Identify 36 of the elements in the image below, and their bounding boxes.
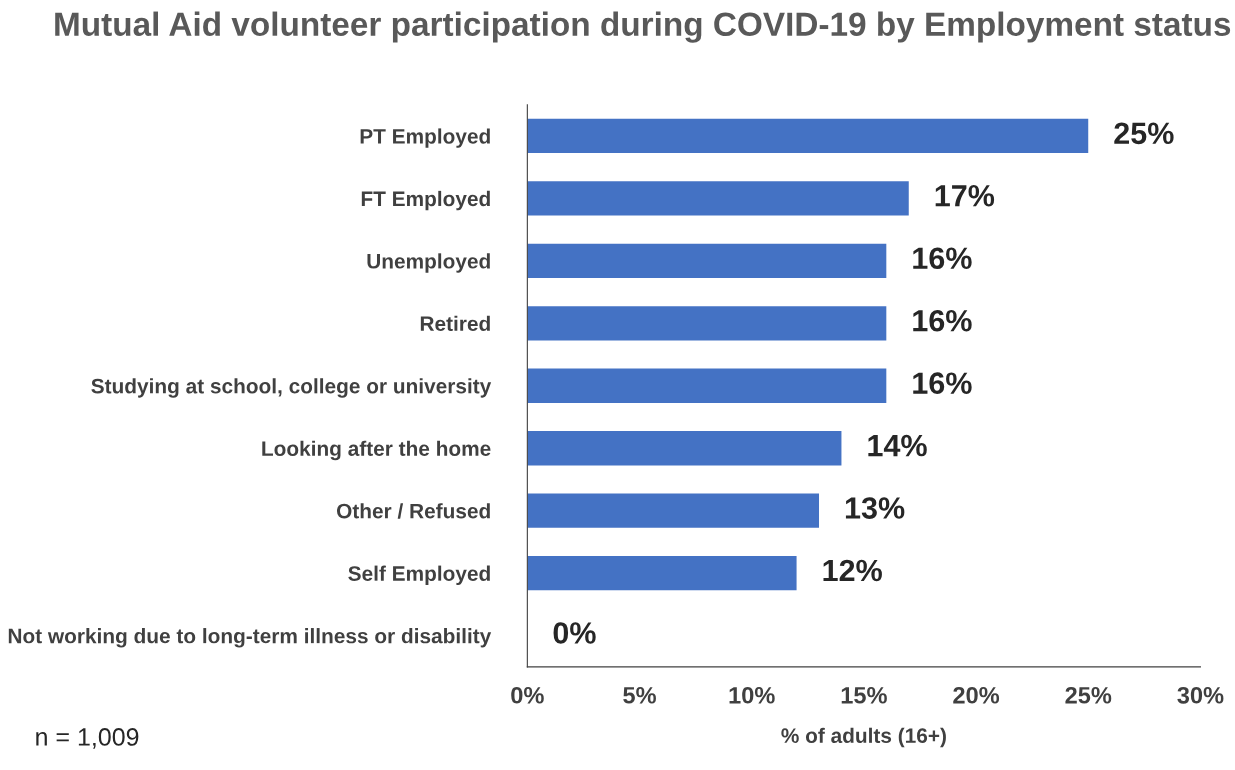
bar	[527, 118, 1089, 154]
y-tick-label: Unemployed	[367, 253, 490, 273]
y-tick-label: Looking after the home	[262, 440, 491, 461]
bar	[527, 431, 842, 466]
data-label: 16%	[913, 247, 972, 270]
data-label: 12%	[823, 559, 882, 582]
y-tick-label: Not working due to long-term illness or disability	[8, 628, 492, 648]
x-tick-label: 10%	[729, 686, 775, 704]
bar	[527, 181, 909, 216]
x-tick-label: 25%	[1065, 686, 1112, 704]
data-label: 25%	[1114, 122, 1174, 145]
data-label: 17%	[935, 185, 995, 207]
x-tick-label: 30%	[1177, 686, 1224, 704]
data-label: 16%	[913, 309, 972, 332]
x-tick-label: 5%	[623, 686, 656, 704]
y-tick-label: FT Employed	[361, 190, 490, 211]
bar	[527, 306, 887, 341]
bar	[527, 243, 887, 279]
chart-title: Mutual Aid volunteer participation during COVID-19 by Employment status	[55, 11, 1231, 43]
y-tick-label: Self Employed	[348, 565, 490, 586]
x-tick-label: 0%	[511, 686, 544, 704]
x-axis-title: % of adults (16+)	[781, 727, 946, 748]
x-tick-label: 20%	[953, 686, 1000, 704]
y-tick-label: Other / Refused	[336, 503, 490, 519]
x-tick-label: 15%	[841, 686, 887, 704]
bar	[527, 555, 797, 591]
text: n = 1,009	[36, 728, 139, 749]
data-label: 14%	[868, 434, 927, 457]
y-tick-label: Studying at school, college or university	[91, 378, 492, 398]
bar	[527, 368, 887, 403]
data-label: 16%	[913, 372, 972, 394]
data-label: 0%	[553, 622, 596, 644]
y-tick-label: PT Employed	[360, 128, 490, 148]
data-label: 13%	[845, 497, 905, 519]
bar	[527, 493, 820, 528]
y-tick-label: Retired	[420, 315, 490, 332]
